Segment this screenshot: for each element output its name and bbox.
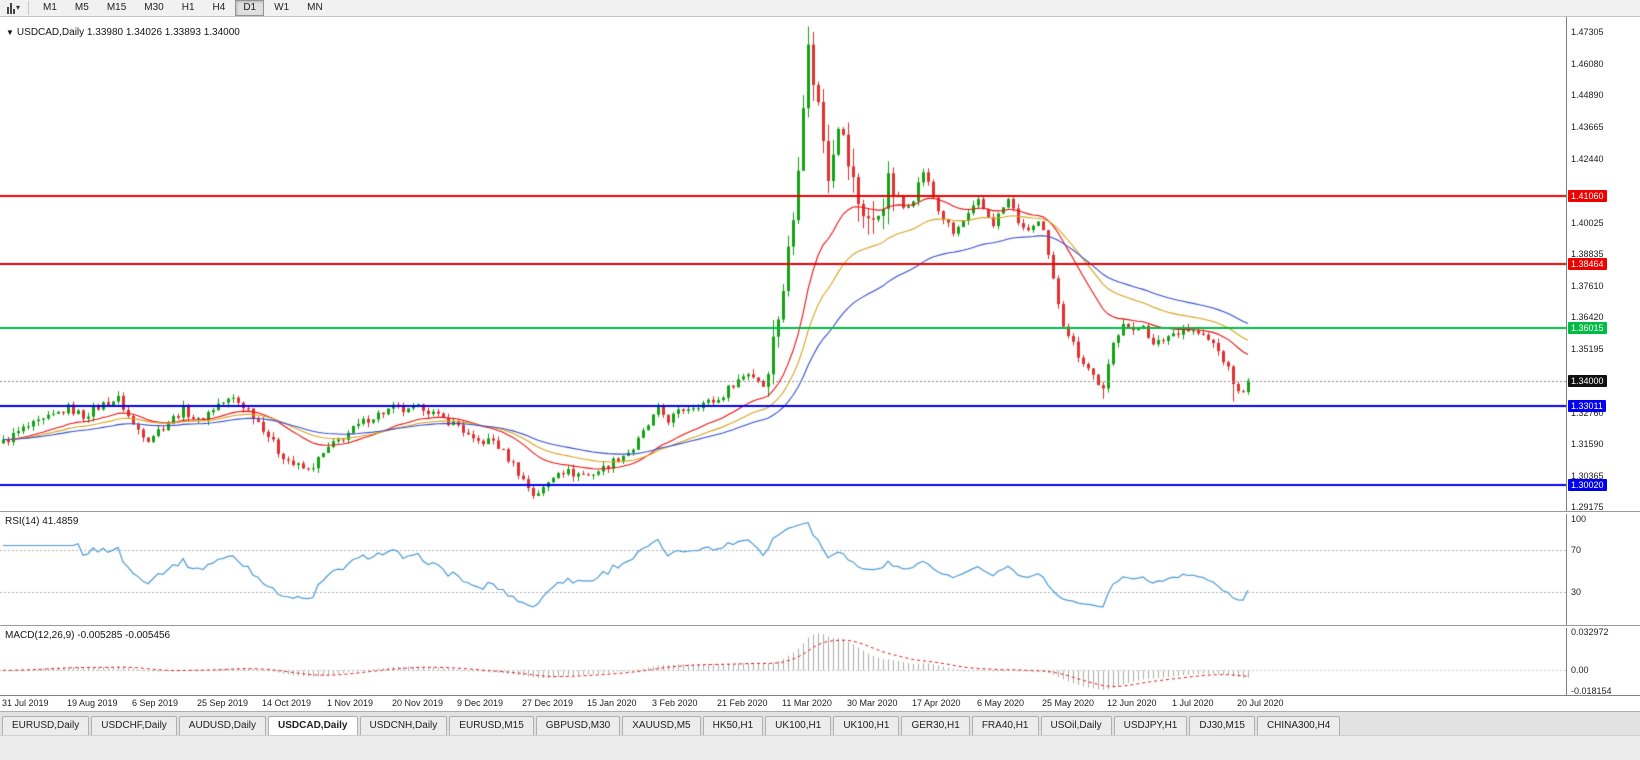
price-axis-label: 1.44890	[1571, 90, 1604, 101]
rsi-axis-label: 30	[1571, 586, 1582, 597]
time-axis-label: 14 Oct 2019	[262, 698, 312, 708]
timeframe-button-d1[interactable]: D1	[235, 0, 265, 16]
chart-marker-icon: ▼	[6, 28, 14, 37]
chart-tab-fra40-h1[interactable]: FRA40,H1	[971, 716, 1039, 735]
time-axis-label: 9 Dec 2019	[457, 698, 504, 708]
time-axis-label: 20 Jul 2020	[1237, 698, 1284, 708]
timeframe-button-w1[interactable]: W1	[274, 2, 290, 13]
pane-separator[interactable]	[0, 511, 1640, 514]
timeframe-buttons-group: M1 M5 M15 M30 H1 H4 D1 W1 MN	[34, 0, 332, 16]
chevron-down-icon: ▾	[16, 3, 21, 12]
chart-tab-gbpusd-m30[interactable]: GBPUSD,M30	[535, 716, 621, 735]
chart-tab-dj30-m15[interactable]: DJ30,M15	[1189, 716, 1255, 735]
macd-axis-label: 0.032972	[1571, 626, 1609, 637]
price-level-badge: 1.30020	[1568, 478, 1607, 491]
chart-tab-hk50-h1[interactable]: HK50,H1	[702, 716, 764, 735]
time-axis-label: 15 Jan 2020	[587, 698, 637, 708]
chart-title: ▼ USDCAD,Daily 1.33980 1.34026 1.33893 1.…	[6, 27, 240, 38]
chart-tab-xauusd-m5[interactable]: XAUUSD,M5	[622, 716, 701, 735]
time-axis-label: 21 Feb 2020	[717, 698, 768, 708]
macd-axis-label: -0.018154	[1571, 686, 1612, 697]
price-axis-label: 1.36420	[1571, 312, 1604, 323]
price-axis-label: 1.37610	[1571, 281, 1604, 291]
price-level-badge: 1.36015	[1568, 321, 1607, 334]
price-axis-label: 1.38835	[1571, 248, 1604, 259]
price-axis-label: 1.29175	[1571, 501, 1604, 512]
time-axis-label: 6 Sep 2019	[132, 698, 179, 708]
time-axis-label: 20 Nov 2019	[392, 698, 444, 708]
price-axis-label: 1.47305	[1571, 27, 1604, 38]
timeframe-toolbar: ▾ M1 M5 M15 M30 H1 H4 D1 W1 MN	[0, 0, 1640, 17]
timeframe-button-mn[interactable]: MN	[307, 2, 323, 13]
timeframe-button-h1[interactable]: H1	[181, 2, 195, 13]
timeframe-button-h4[interactable]: H4	[212, 2, 226, 13]
time-axis-label: 19 Aug 2019	[67, 698, 118, 708]
time-axis-label: 3 Feb 2020	[652, 698, 698, 708]
time-axis-label: 31 Jul 2019	[2, 698, 49, 708]
candlestick-chart-icon	[7, 2, 15, 14]
time-axis-label: 17 Apr 2020	[912, 698, 961, 708]
macd-axis-label: 0.00	[1571, 665, 1589, 676]
time-axis-label: 1 Nov 2019	[327, 698, 374, 708]
chart-tab-uk100-h1[interactable]: UK100,H1	[765, 716, 832, 735]
chart-tabs-bar: EURUSD,Daily USDCHF,Daily AUDUSD,Daily USDC…	[0, 711, 1640, 735]
chart-tab-ger30-h1[interactable]: GER30,H1	[901, 716, 970, 735]
toolbar-divider	[28, 1, 30, 15]
price-axis-label: 1.43665	[1571, 122, 1604, 133]
rsi-axis-label: 100	[1571, 514, 1587, 524]
macd-indicator-label: MACD(12,26,9) -0.005285 -0.005456	[5, 630, 171, 641]
time-axis-label: 6 May 2020	[977, 698, 1025, 708]
price-axis-label: 1.42440	[1571, 154, 1604, 165]
chart-tab-china300-h4[interactable]: CHINA300,H4	[1256, 716, 1341, 735]
chart-title-text: USDCAD,Daily 1.33980 1.34026 1.33893 1.3…	[16, 27, 240, 38]
price-axis-label: 1.40025	[1571, 217, 1604, 228]
time-axis-label: 30 Mar 2020	[847, 698, 898, 708]
time-axis-label: 27 Dec 2019	[522, 698, 574, 708]
price-axis-label: 1.46080	[1571, 59, 1604, 70]
rsi-axis-label: 70	[1571, 545, 1582, 556]
price-level-badge: 1.38464	[1568, 257, 1607, 270]
chart-area: ▼ USDCAD,Daily 1.33980 1.34026 1.33893 1.…	[0, 17, 1640, 711]
time-axis-label: 25 May 2020	[1042, 698, 1095, 708]
price-level-badge: 1.33011	[1568, 400, 1606, 413]
time-axis: 31 Jul 2019 19 Aug 2019 6 Sep 2019 25 Sep 2…	[0, 695, 1640, 711]
timeframe-button-m30[interactable]: M30	[144, 2, 164, 13]
time-axis-label: 12 Jun 2020	[1107, 698, 1157, 708]
timeframe-button-m1[interactable]: M1	[43, 2, 57, 13]
rsi-indicator-label: RSI(14) 41.4859	[5, 516, 79, 527]
chart-tab-usoil-daily[interactable]: USOil,Daily	[1040, 716, 1112, 735]
pane-separator[interactable]	[0, 625, 1640, 628]
time-axis-label: 25 Sep 2019	[197, 698, 249, 708]
price-axis-label: 1.35195	[1571, 344, 1604, 355]
timeframe-button-m5[interactable]: M5	[74, 2, 89, 13]
price-axis-label: 1.30365	[1571, 470, 1604, 481]
chart-tab-usdjpy-h1[interactable]: USDJPY,H1	[1113, 716, 1188, 735]
chart-tab-usdcad-daily[interactable]: USDCAD,Daily	[268, 716, 358, 735]
time-axis-label: 1 Jul 2020	[1172, 698, 1214, 708]
chart-type-button[interactable]: ▾	[4, 2, 23, 15]
timeframe-button-m15[interactable]: M15	[106, 2, 127, 13]
price-axis-label: 1.32760	[1571, 408, 1604, 419]
chart-tab-audusd-daily[interactable]: AUDUSD,Daily	[178, 716, 267, 735]
status-bar	[0, 735, 1640, 760]
chart-tab-eurusd-m15[interactable]: EURUSD,M15	[449, 716, 534, 735]
time-axis-label: 11 Mar 2020	[782, 698, 832, 708]
chart-tab-eurusd-daily[interactable]: EURUSD,Daily	[2, 716, 90, 735]
price-chart-canvas[interactable]	[0, 17, 1566, 511]
price-axis-label: 1.31590	[1571, 438, 1604, 449]
price-level-badge: 1.41060	[1568, 189, 1607, 202]
macd-indicator-canvas[interactable]	[0, 627, 1566, 695]
price-axis: 1.47305 1.46080 1.44890 1.43665 1.42440 1.400…	[1566, 17, 1640, 697]
current-price-badge: 1.34000	[1568, 374, 1607, 387]
chart-tab-usdchf-daily[interactable]: USDCHF,Daily	[91, 716, 177, 735]
chart-tab-usdcnh-daily[interactable]: USDCNH,Daily	[359, 716, 448, 735]
rsi-indicator-canvas[interactable]	[0, 513, 1566, 625]
chart-tab-uk100-h1[interactable]: UK100,H1	[833, 716, 900, 735]
